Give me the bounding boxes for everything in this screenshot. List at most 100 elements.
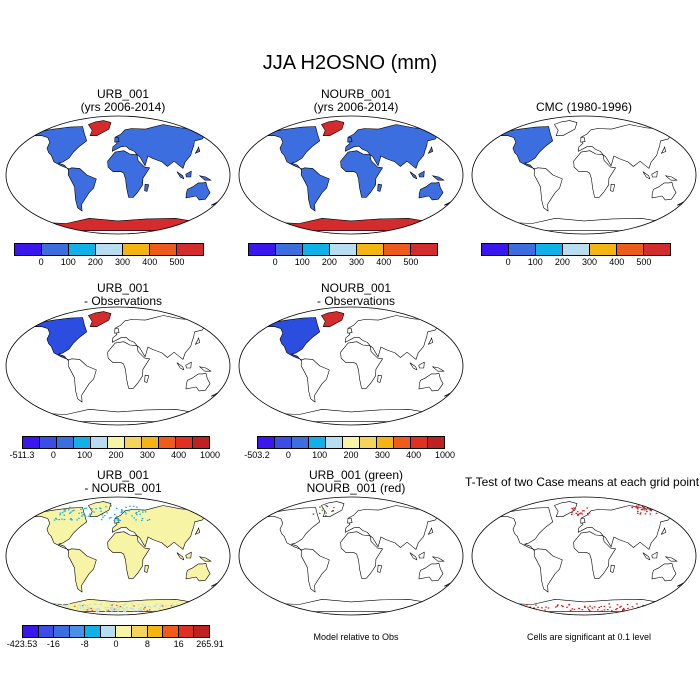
colorbar-swatch — [159, 437, 176, 448]
landmass-samerica — [533, 167, 563, 212]
colorbar-swatch — [38, 626, 55, 637]
grid-cell-marker — [643, 507, 646, 509]
grid-cell-marker — [651, 505, 653, 507]
grid-cell-marker — [637, 606, 640, 608]
grid-cell-marker — [579, 513, 581, 515]
grid-cell-marker — [644, 513, 647, 515]
grid-cell-marker — [76, 519, 78, 521]
grid-cell-marker — [545, 606, 547, 608]
colorbar-swatch — [116, 626, 133, 637]
grid-cell-marker — [106, 606, 109, 608]
grid-cell-marker — [155, 603, 158, 605]
grid-cell-marker — [52, 606, 54, 608]
grid-cell-marker — [58, 608, 61, 610]
landmass-sumatra — [176, 362, 185, 371]
grid-cell-marker — [616, 608, 618, 610]
grid-cell-marker — [572, 509, 574, 511]
grid-cell-marker — [132, 608, 135, 610]
landmass-namerica — [33, 126, 87, 171]
colorbar-urb: 0 100 200 300 400 500 — [14, 243, 204, 268]
colorbar-tick-label: 100 — [60, 257, 76, 267]
landmass-nz — [444, 199, 455, 206]
panel-title-line2: - Observations — [83, 294, 163, 308]
grid-cell-marker — [117, 610, 119, 612]
grid-cell-marker — [115, 608, 118, 610]
grid-cell-marker — [167, 610, 169, 612]
grid-cell-marker — [84, 515, 87, 517]
grid-cell-marker — [148, 518, 151, 521]
grid-cell-marker — [529, 609, 531, 611]
grid-cell-marker — [59, 514, 61, 516]
landmass-australia — [651, 562, 677, 582]
colorbar-swatch — [292, 437, 309, 448]
grid-cell-marker — [111, 603, 114, 605]
grid-cell-marker — [148, 610, 150, 612]
grid-cell-marker — [66, 607, 69, 609]
grid-cell-marker — [67, 610, 69, 612]
colorbar-tick-label: 300 — [139, 450, 155, 460]
landmass-eurasia — [344, 315, 438, 360]
grid-cell-marker — [117, 609, 120, 611]
grid-cell-marker — [535, 604, 537, 606]
grid-cell-marker — [173, 605, 175, 607]
landmass-africa — [340, 341, 383, 389]
landmass-antarctica — [270, 409, 432, 422]
grid-cell-marker — [597, 609, 599, 611]
grid-cell-marker — [581, 510, 584, 512]
grid-cell-marker — [70, 518, 72, 520]
grid-cell-marker — [129, 505, 131, 507]
colorbar-swatch — [357, 244, 384, 255]
grid-cell-marker — [94, 608, 97, 610]
grid-cell-marker — [141, 517, 144, 520]
landmass-nz — [677, 199, 688, 206]
grid-cell-marker — [555, 606, 557, 608]
colorbar-swatch — [275, 437, 292, 448]
colorbar-tick-label: 200 — [108, 450, 124, 460]
landmass-samerica — [300, 548, 330, 593]
panel-title-line1: URB_001 (green) — [308, 468, 404, 482]
grid-cell-marker — [650, 510, 653, 512]
grid-cell-marker — [140, 607, 142, 609]
grid-cell-marker — [607, 609, 609, 611]
colorbar-swatch — [377, 437, 394, 448]
note-model-relative: Model relative to Obs — [313, 632, 399, 642]
grid-cell-marker — [581, 609, 584, 611]
grid-cell-marker — [615, 608, 617, 611]
grid-cell-marker — [635, 609, 638, 611]
grid-cell-marker — [126, 609, 129, 611]
landmass-namerica — [499, 126, 553, 171]
grid-cell-marker — [64, 508, 67, 510]
grid-cell-marker — [588, 610, 591, 612]
grid-cell-marker — [569, 609, 572, 612]
landmass-uk — [347, 136, 353, 143]
map-frame — [238, 115, 464, 235]
landmass-greenland — [554, 120, 578, 136]
landmass-samerica — [300, 167, 330, 212]
landmass-sumatra — [409, 552, 418, 561]
grid-cell-marker — [148, 606, 151, 608]
grid-cell-marker — [584, 606, 586, 608]
landmass-newguinea — [432, 175, 445, 181]
grid-cell-marker — [587, 513, 589, 515]
landmass-antarctica — [37, 218, 199, 231]
grid-cell-marker — [571, 608, 573, 610]
grid-cell-marker — [111, 604, 113, 606]
grid-cell-marker — [90, 608, 92, 610]
map-frame — [471, 496, 697, 616]
panel-title-nourb-obs: NOURB_001 - Observations — [236, 282, 476, 308]
grid-cell-marker — [95, 609, 98, 611]
grid-cell-marker — [98, 608, 100, 610]
grid-cell-marker — [81, 512, 83, 514]
grid-cell-marker — [131, 608, 133, 610]
map-green-red — [236, 495, 466, 617]
landmass-madagascar — [377, 374, 383, 383]
grid-cell-marker — [107, 609, 110, 611]
landmass-antarctica — [270, 599, 432, 612]
grid-cell-marker — [598, 606, 600, 609]
landmass-borneo — [651, 170, 658, 178]
colorbar-tick-label: -16 — [46, 639, 60, 649]
landmass-japan — [195, 337, 201, 345]
colorbar-tick-label: 200 — [321, 257, 337, 267]
grid-cell-marker — [635, 506, 637, 508]
colorbar-swatch — [100, 626, 117, 637]
